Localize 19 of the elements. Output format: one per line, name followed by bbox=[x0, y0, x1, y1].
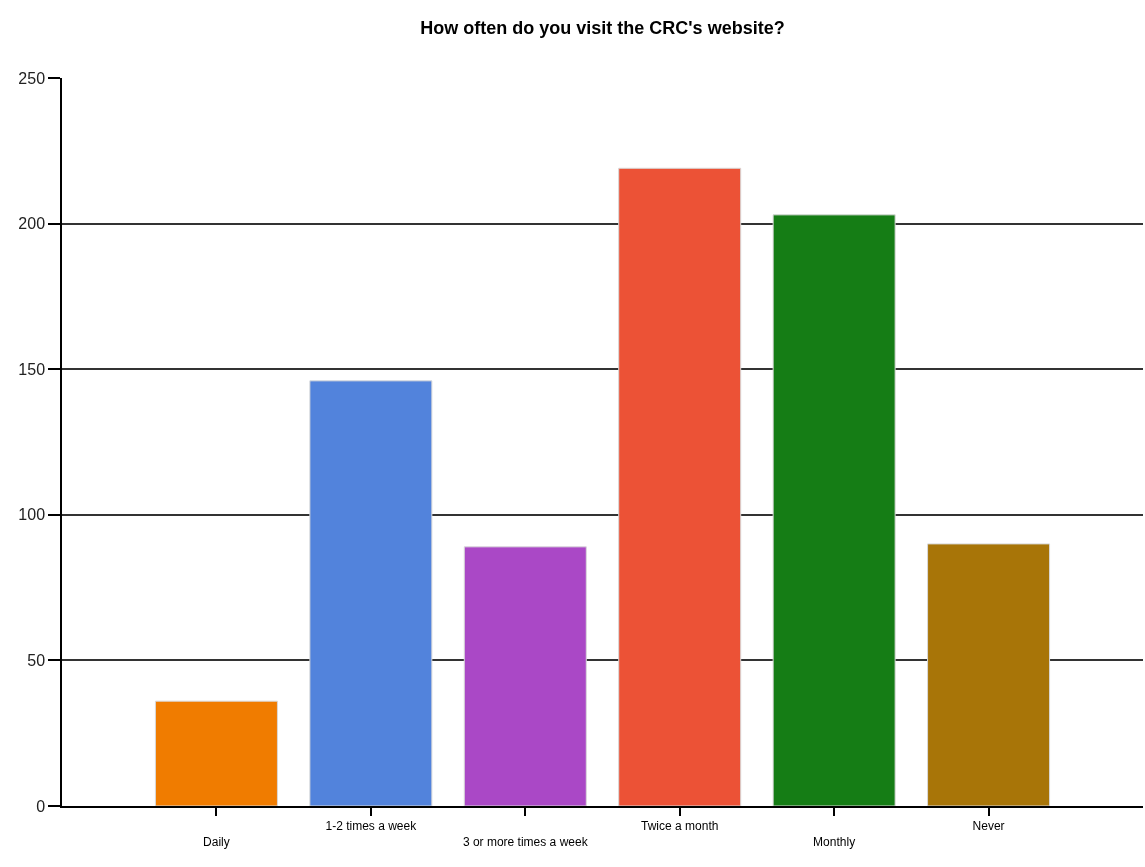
bar bbox=[463, 546, 587, 806]
y-tick-label: 150 bbox=[18, 360, 46, 378]
x-tick-label: Monthly bbox=[813, 834, 856, 849]
x-tick-label: Daily bbox=[203, 834, 230, 849]
bar bbox=[154, 700, 278, 806]
y-tick-label: 200 bbox=[18, 215, 46, 233]
x-tick-label: 1-2 times a week bbox=[325, 819, 418, 834]
x-tick-label: 3 or more times a week bbox=[462, 834, 589, 849]
bar bbox=[772, 214, 896, 806]
bar bbox=[618, 167, 742, 806]
y-tick-label: 50 bbox=[27, 652, 46, 669]
bar bbox=[309, 380, 433, 806]
bar bbox=[927, 543, 1051, 806]
x-tick-label: Twice a month bbox=[641, 819, 719, 834]
y-tick-label: 100 bbox=[18, 506, 46, 524]
y-tick-label: 250 bbox=[18, 69, 46, 87]
x-tick-label: Never bbox=[972, 819, 1005, 834]
y-tick-label: 0 bbox=[36, 797, 46, 815]
chart-title: How often do you visit the CRC's website? bbox=[420, 18, 785, 39]
